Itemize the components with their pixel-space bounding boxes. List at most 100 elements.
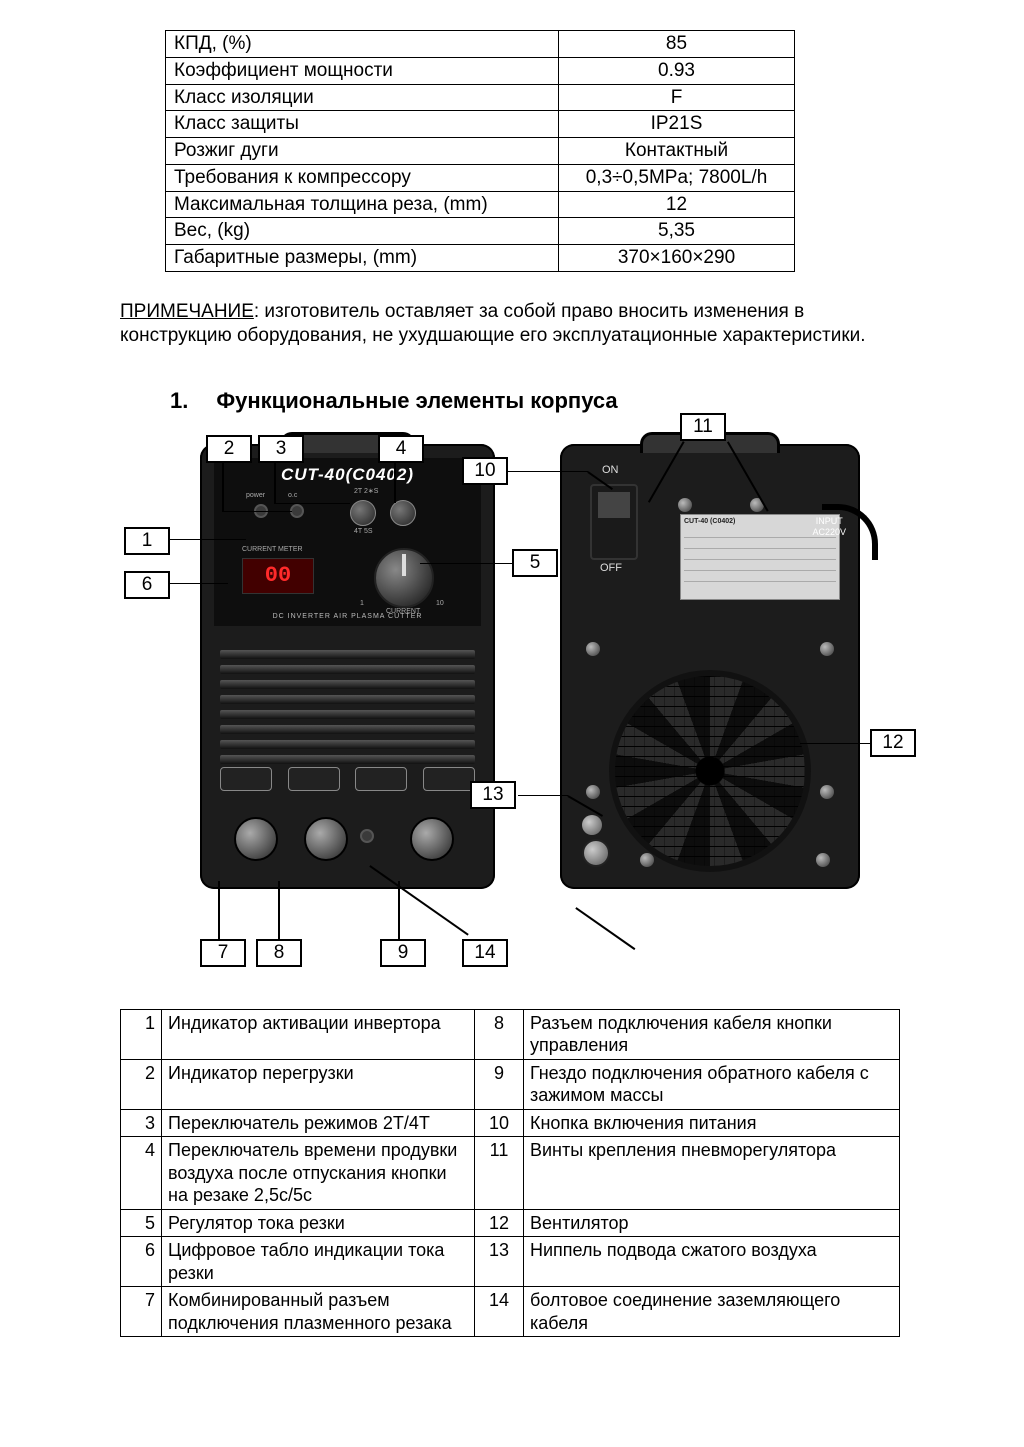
specs-table: КПД, (%)85 Коэффициент мощности0.93 Клас… — [165, 30, 795, 272]
screw-icon — [640, 853, 654, 867]
port-icon — [355, 767, 407, 791]
lead-line — [398, 881, 400, 939]
screw-icon — [816, 853, 830, 867]
section-heading: 1. Функциональные элементы корпуса — [170, 387, 904, 415]
manufacturer-note: ПРИМЕЧАНИЕ: изготовитель оставляет за со… — [120, 300, 904, 348]
section-title: Функциональные элементы корпуса — [216, 387, 617, 415]
tiny-label: 1 — [360, 600, 364, 609]
lead-line — [274, 461, 276, 503]
legend-desc: Вентилятор — [524, 1209, 900, 1237]
ground-bolt-icon — [360, 829, 374, 843]
legend-num: 6 — [121, 1237, 162, 1287]
legend-table: 1 Индикатор активации инвертора 8 Разъем… — [120, 1009, 900, 1338]
screw-icon — [586, 785, 600, 799]
screw-icon — [820, 642, 834, 656]
legend-num: 2 — [121, 1059, 162, 1109]
spec-label: Габаритные размеры, (mm) — [166, 245, 559, 272]
legend-num: 10 — [475, 1109, 524, 1137]
current-knob-icon — [374, 548, 434, 608]
fan-icon — [609, 670, 811, 872]
spec-value: 0,3÷0,5MPa; 7800L/h — [559, 164, 795, 191]
callout-11: 11 — [680, 413, 726, 441]
tiny-label: CURRENT METER — [242, 546, 303, 555]
spec-value: IP21S — [559, 111, 795, 138]
callout-8: 8 — [256, 939, 302, 967]
lead-line — [394, 461, 396, 503]
lead-line — [278, 881, 280, 939]
spec-label: Требования к компрессору — [166, 164, 559, 191]
legend-num: 9 — [475, 1059, 524, 1109]
spec-value: 85 — [559, 31, 795, 58]
legend-num: 14 — [475, 1287, 524, 1337]
port-icon — [220, 767, 272, 791]
device-diagram: CUT-40(C0402) power o.c 2T 2∗S 4T 5S CUR… — [140, 419, 900, 979]
legend-num: 4 — [121, 1137, 162, 1210]
spec-value: Контактный — [559, 138, 795, 165]
lead-line — [800, 743, 870, 745]
spec-label: Розжиг дуги — [166, 138, 559, 165]
panel-footer: DC INVERTER AIR PLASMA CUTTER — [214, 613, 481, 622]
callout-10: 10 — [462, 457, 508, 485]
lead-line — [222, 461, 224, 511]
callout-6: 6 — [124, 571, 170, 599]
tiny-label: 10 — [436, 600, 444, 609]
spec-label: КПД, (%) — [166, 31, 559, 58]
screw-icon — [820, 785, 834, 799]
lead-line — [274, 503, 350, 505]
screw-icon — [678, 498, 692, 512]
ground-connector-icon — [410, 817, 454, 861]
lead-line — [508, 471, 588, 473]
legend-desc: Ниппель подвода сжатого воздуха — [524, 1237, 900, 1287]
legend-num: 11 — [475, 1137, 524, 1210]
port-icon-row — [220, 767, 475, 793]
mode-knob-icon — [350, 500, 376, 526]
screw-icon — [586, 642, 600, 656]
callout-4: 4 — [378, 435, 424, 463]
tiny-label: o.c — [288, 492, 297, 501]
model-label: CUT-40(C0402) — [214, 464, 481, 485]
lead-line — [420, 563, 512, 565]
legend-num: 7 — [121, 1287, 162, 1337]
callout-9: 9 — [380, 939, 426, 967]
callout-7: 7 — [200, 939, 246, 967]
spec-label: Класс изоляции — [166, 84, 559, 111]
section-number: 1. — [170, 387, 188, 415]
legend-desc: Кнопка включения питания — [524, 1109, 900, 1137]
legend-desc: Цифровое табло индикации тока резки — [162, 1237, 475, 1287]
time-knob-icon — [390, 500, 416, 526]
tiny-label: 4T 5S — [354, 528, 373, 537]
lead-line — [222, 511, 292, 513]
off-label: OFF — [600, 562, 622, 576]
legend-desc: Гнездо подключения обратного кабеля с за… — [524, 1059, 900, 1109]
legend-num: 5 — [121, 1209, 162, 1237]
lead-line — [518, 795, 568, 797]
legend-desc: Переключатель режимов 2Т/4Т — [162, 1109, 475, 1137]
legend-desc: Винты крепления пневморегулятора — [524, 1137, 900, 1210]
legend-num: 1 — [121, 1009, 162, 1059]
port-icon — [423, 767, 475, 791]
current-readout: 00 — [242, 558, 314, 594]
callout-5: 5 — [512, 549, 558, 577]
legend-num: 3 — [121, 1109, 162, 1137]
torch-connector-icon — [234, 817, 278, 861]
legend-desc: Разъем подключения кабеля кнопки управле… — [524, 1009, 900, 1059]
spec-value: 12 — [559, 191, 795, 218]
overload-led-icon — [290, 504, 304, 518]
legend-desc: Индикатор активации инвертора — [162, 1009, 475, 1059]
callout-13: 13 — [470, 781, 516, 809]
legend-num: 13 — [475, 1237, 524, 1287]
legend-desc: болтовое соединение заземляющего кабеля — [524, 1287, 900, 1337]
spec-label: Класс защиты — [166, 111, 559, 138]
power-cable-icon — [822, 504, 878, 560]
spec-label: Вес, (kg) — [166, 218, 559, 245]
legend-desc: Индикатор перегрузки — [162, 1059, 475, 1109]
lead-line — [576, 907, 636, 950]
legend-desc: Комбинированный разъем подключения плазм… — [162, 1287, 475, 1337]
legend-desc: Переключатель времени продувки воздуха п… — [162, 1137, 475, 1210]
spec-label: Коэффициент мощности — [166, 57, 559, 84]
spec-value: F — [559, 84, 795, 111]
callout-3: 3 — [258, 435, 304, 463]
vent-louvers-icon — [214, 644, 481, 770]
lead-line — [158, 539, 246, 541]
device-back: ON OFF CUT-40 (C0402) INPUT AC220V — [560, 444, 860, 889]
